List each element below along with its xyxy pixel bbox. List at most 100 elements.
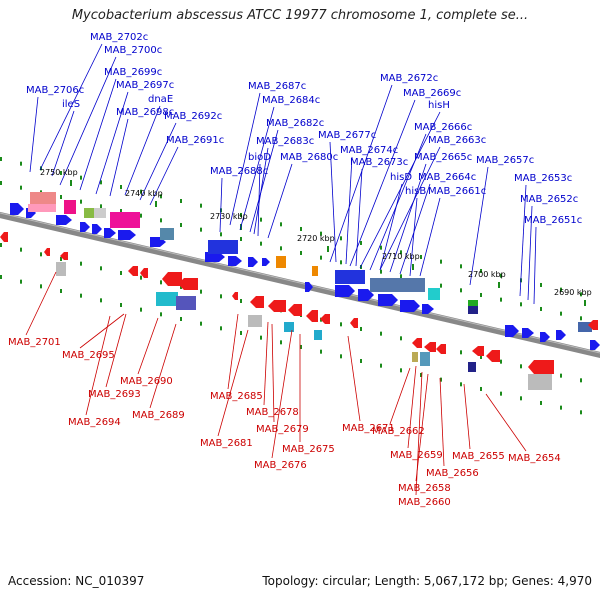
reverse-gene-arrow — [288, 304, 302, 316]
kbp-label: 2730 kbp — [210, 212, 248, 221]
reverse-gene-arrow — [350, 318, 358, 328]
forward-gene-label: MAB_2677c — [318, 130, 376, 141]
tick-mark — [200, 227, 202, 232]
reverse-gene-label: MAB_2671 — [342, 423, 395, 434]
reverse-gene-arrow — [436, 344, 446, 354]
reverse-gene-label: MAB_2679 — [256, 424, 309, 435]
tick-mark — [240, 236, 242, 241]
tick-mark — [260, 217, 262, 222]
tick-mark — [480, 354, 482, 359]
reverse-gene-arrow — [528, 360, 554, 374]
tick-mark — [460, 264, 462, 269]
tick-mark — [320, 231, 322, 236]
feature-block — [528, 374, 552, 390]
tick-mark — [360, 240, 362, 245]
forward-leader-line — [355, 168, 363, 267]
reverse-leader-line — [263, 321, 269, 406]
kbp-tick — [584, 300, 586, 306]
feature-block — [248, 315, 262, 327]
forward-gene-label: ileS — [62, 99, 80, 110]
tick-mark — [320, 255, 322, 260]
kbp-tick — [70, 180, 72, 186]
tick-mark — [180, 198, 182, 203]
kbp-label: 2740 kbp — [125, 189, 163, 198]
forward-leader-line — [369, 133, 427, 271]
tick-mark — [80, 199, 82, 204]
forward-gene-arrow — [556, 330, 566, 340]
reverse-gene-label: MAB_2701 — [8, 337, 61, 348]
reverse-leader-line — [485, 393, 527, 452]
reverse-gene-arrow — [250, 296, 264, 308]
forward-leader-line — [469, 166, 489, 286]
forward-leader-line — [139, 122, 177, 201]
tick-mark — [480, 292, 482, 297]
forward-gene-label: MAB_2669c — [403, 88, 461, 99]
forward-leader-line — [39, 43, 103, 171]
forward-gene-label: MAB_2653c — [514, 173, 572, 184]
tick-mark — [400, 368, 402, 373]
tick-mark — [340, 260, 342, 265]
feature-block — [284, 322, 294, 332]
feature-block — [176, 296, 196, 310]
forward-gene-label: hisH — [428, 100, 450, 111]
reverse-leader-line — [137, 317, 159, 375]
tick-mark — [540, 306, 542, 311]
forward-gene-arrow — [378, 294, 398, 306]
kbp-label: 2710 kbp — [382, 252, 420, 261]
tick-mark — [260, 335, 262, 340]
reverse-leader-line — [415, 371, 423, 496]
forward-gene-label: MAB_2672c — [380, 73, 438, 84]
reverse-gene-arrow — [178, 278, 198, 290]
tick-mark — [120, 302, 122, 307]
feature-block — [84, 208, 94, 218]
reverse-gene-arrow — [306, 310, 318, 322]
tick-mark — [260, 241, 262, 246]
reverse-gene-arrow — [44, 248, 50, 256]
leader-line-layer — [25, 43, 537, 496]
tick-mark — [580, 410, 582, 415]
reverse-gene-arrow — [424, 342, 436, 352]
feature-block — [156, 292, 178, 306]
forward-gene-arrow — [540, 332, 550, 342]
tick-mark — [560, 405, 562, 410]
reverse-gene-label: MAB_2654 — [508, 453, 561, 464]
tick-mark — [60, 288, 62, 293]
feature-block — [412, 352, 418, 362]
forward-gene-label: MAB_2674c — [340, 145, 398, 156]
reverse-gene-label: MAB_2659 — [390, 450, 443, 461]
forward-gene-label: MAB_2687c — [248, 81, 306, 92]
forward-gene-label: MAB_2706c — [26, 85, 84, 96]
reverse-gene-label: MAB_2655 — [452, 451, 505, 462]
forward-gene-block — [578, 322, 592, 332]
reverse-gene-arrow — [320, 314, 330, 324]
reverse-leader-line — [271, 329, 293, 459]
tick-mark — [540, 282, 542, 287]
tick-mark — [40, 284, 42, 289]
forward-gene-arrow — [335, 285, 355, 297]
tick-mark — [200, 203, 202, 208]
reverse-leader-line — [217, 329, 249, 437]
feature-block — [468, 300, 478, 308]
tick-mark — [160, 280, 162, 285]
forward-leader-line — [527, 205, 533, 301]
forward-leader-line — [389, 163, 427, 273]
forward-leader-line — [219, 177, 223, 233]
forward-leader-line — [379, 183, 403, 271]
tick-mark — [520, 364, 522, 369]
forward-leader-line — [249, 129, 279, 233]
forward-leader-line — [149, 146, 179, 206]
tick-mark — [440, 283, 442, 288]
tick-mark — [100, 204, 102, 209]
tick-mark — [20, 185, 22, 190]
tick-mark — [100, 180, 102, 185]
tick-mark — [480, 268, 482, 273]
reverse-gene-arrow — [486, 350, 500, 362]
tick-mark — [280, 246, 282, 251]
feature-block — [468, 306, 478, 314]
reverse-leader-line — [105, 313, 127, 388]
tick-mark — [200, 321, 202, 326]
forward-leader-line — [59, 56, 117, 186]
forward-gene-block — [208, 240, 238, 254]
forward-gene-arrow — [248, 257, 258, 267]
feature-block — [94, 208, 106, 218]
